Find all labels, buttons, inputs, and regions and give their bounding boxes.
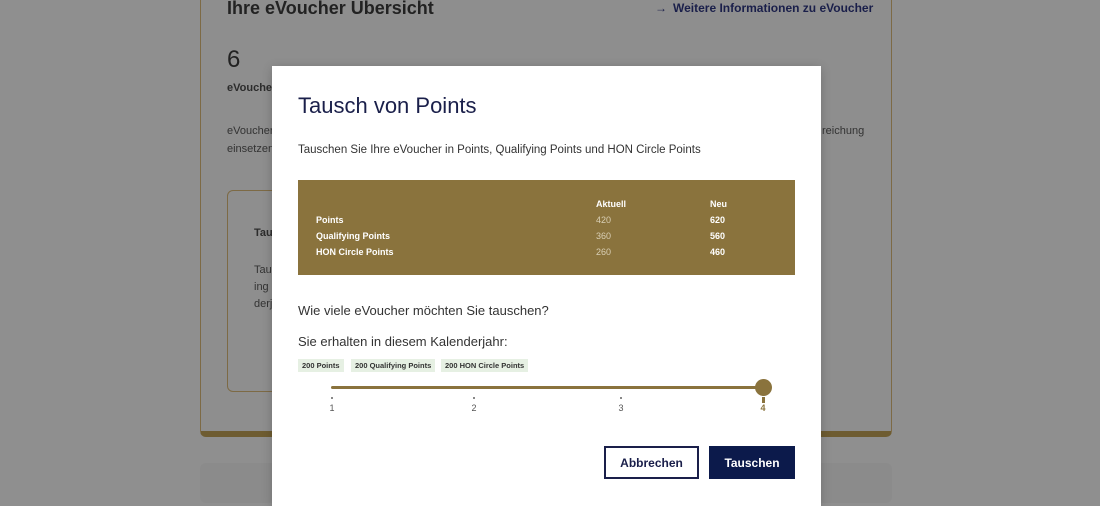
exchange-card-text-1: Tau (254, 264, 272, 276)
description-line-1-end: reichung (822, 125, 865, 137)
modal-title: Tausch von Points (298, 93, 477, 118)
header-new: Neu (710, 199, 728, 209)
slider-tick (331, 397, 333, 399)
evoucher-count: 6 (227, 46, 241, 73)
chip-hon-circle-points: 200 HON Circle Points (441, 359, 529, 372)
receive-label: Sie erhalten in diesem Kalenderjahr: (298, 334, 508, 349)
row-new: 620 (710, 215, 726, 225)
slider-track[interactable] (331, 386, 763, 389)
header-current: Aktuell (596, 199, 627, 209)
slider-tick (620, 397, 622, 399)
row-current: 260 (596, 247, 612, 257)
points-table: Aktuell Neu Points 420 620 Qualifying Po… (298, 180, 795, 275)
slider-tick (473, 397, 475, 399)
slider-label: 3 (618, 403, 624, 413)
slider-label: 2 (471, 403, 477, 413)
chip-qualifying-points: 200 Qualifying Points (351, 359, 436, 372)
arrow-right-icon: → (655, 1, 667, 15)
row-label: Qualifying Points (316, 231, 391, 241)
voucher-question: Wie viele eVoucher möchten Sie tauschen? (298, 303, 549, 318)
exchange-card-text-3: derj (254, 298, 273, 310)
chip-points: 200 Points (298, 359, 344, 372)
description-line-2: einsetzen (227, 143, 275, 155)
exchange-button[interactable]: Tauschen (709, 446, 795, 479)
row-label: Points (316, 215, 344, 225)
slider-label-active: 4 (760, 403, 766, 413)
row-current: 420 (596, 215, 612, 225)
overview-title: Ihre eVoucher Übersicht (227, 0, 434, 18)
exchange-card-title: Tau (254, 227, 273, 239)
more-info-link[interactable]: → Weitere Informationen zu eVoucher (655, 1, 873, 15)
slider-tick-active (762, 397, 765, 403)
count-label: eVouche (227, 82, 273, 94)
slider-label: 1 (329, 403, 335, 413)
slider-thumb[interactable] (755, 379, 772, 396)
cancel-button[interactable]: Abbrechen (604, 446, 699, 479)
exchange-points-modal: Tausch von Points Tauschen Sie Ihre eVou… (272, 66, 821, 506)
modal-subtitle: Tauschen Sie Ihre eVoucher in Points, Qu… (298, 144, 701, 156)
more-info-link-label: Weitere Informationen zu eVoucher (673, 1, 874, 15)
row-current: 360 (596, 231, 612, 241)
exchange-card-text-2: ing (254, 281, 269, 293)
row-label: HON Circle Points (316, 247, 394, 257)
row-new: 460 (710, 247, 726, 257)
description-line-1: eVoucher (227, 125, 274, 137)
row-new: 560 (710, 231, 726, 241)
